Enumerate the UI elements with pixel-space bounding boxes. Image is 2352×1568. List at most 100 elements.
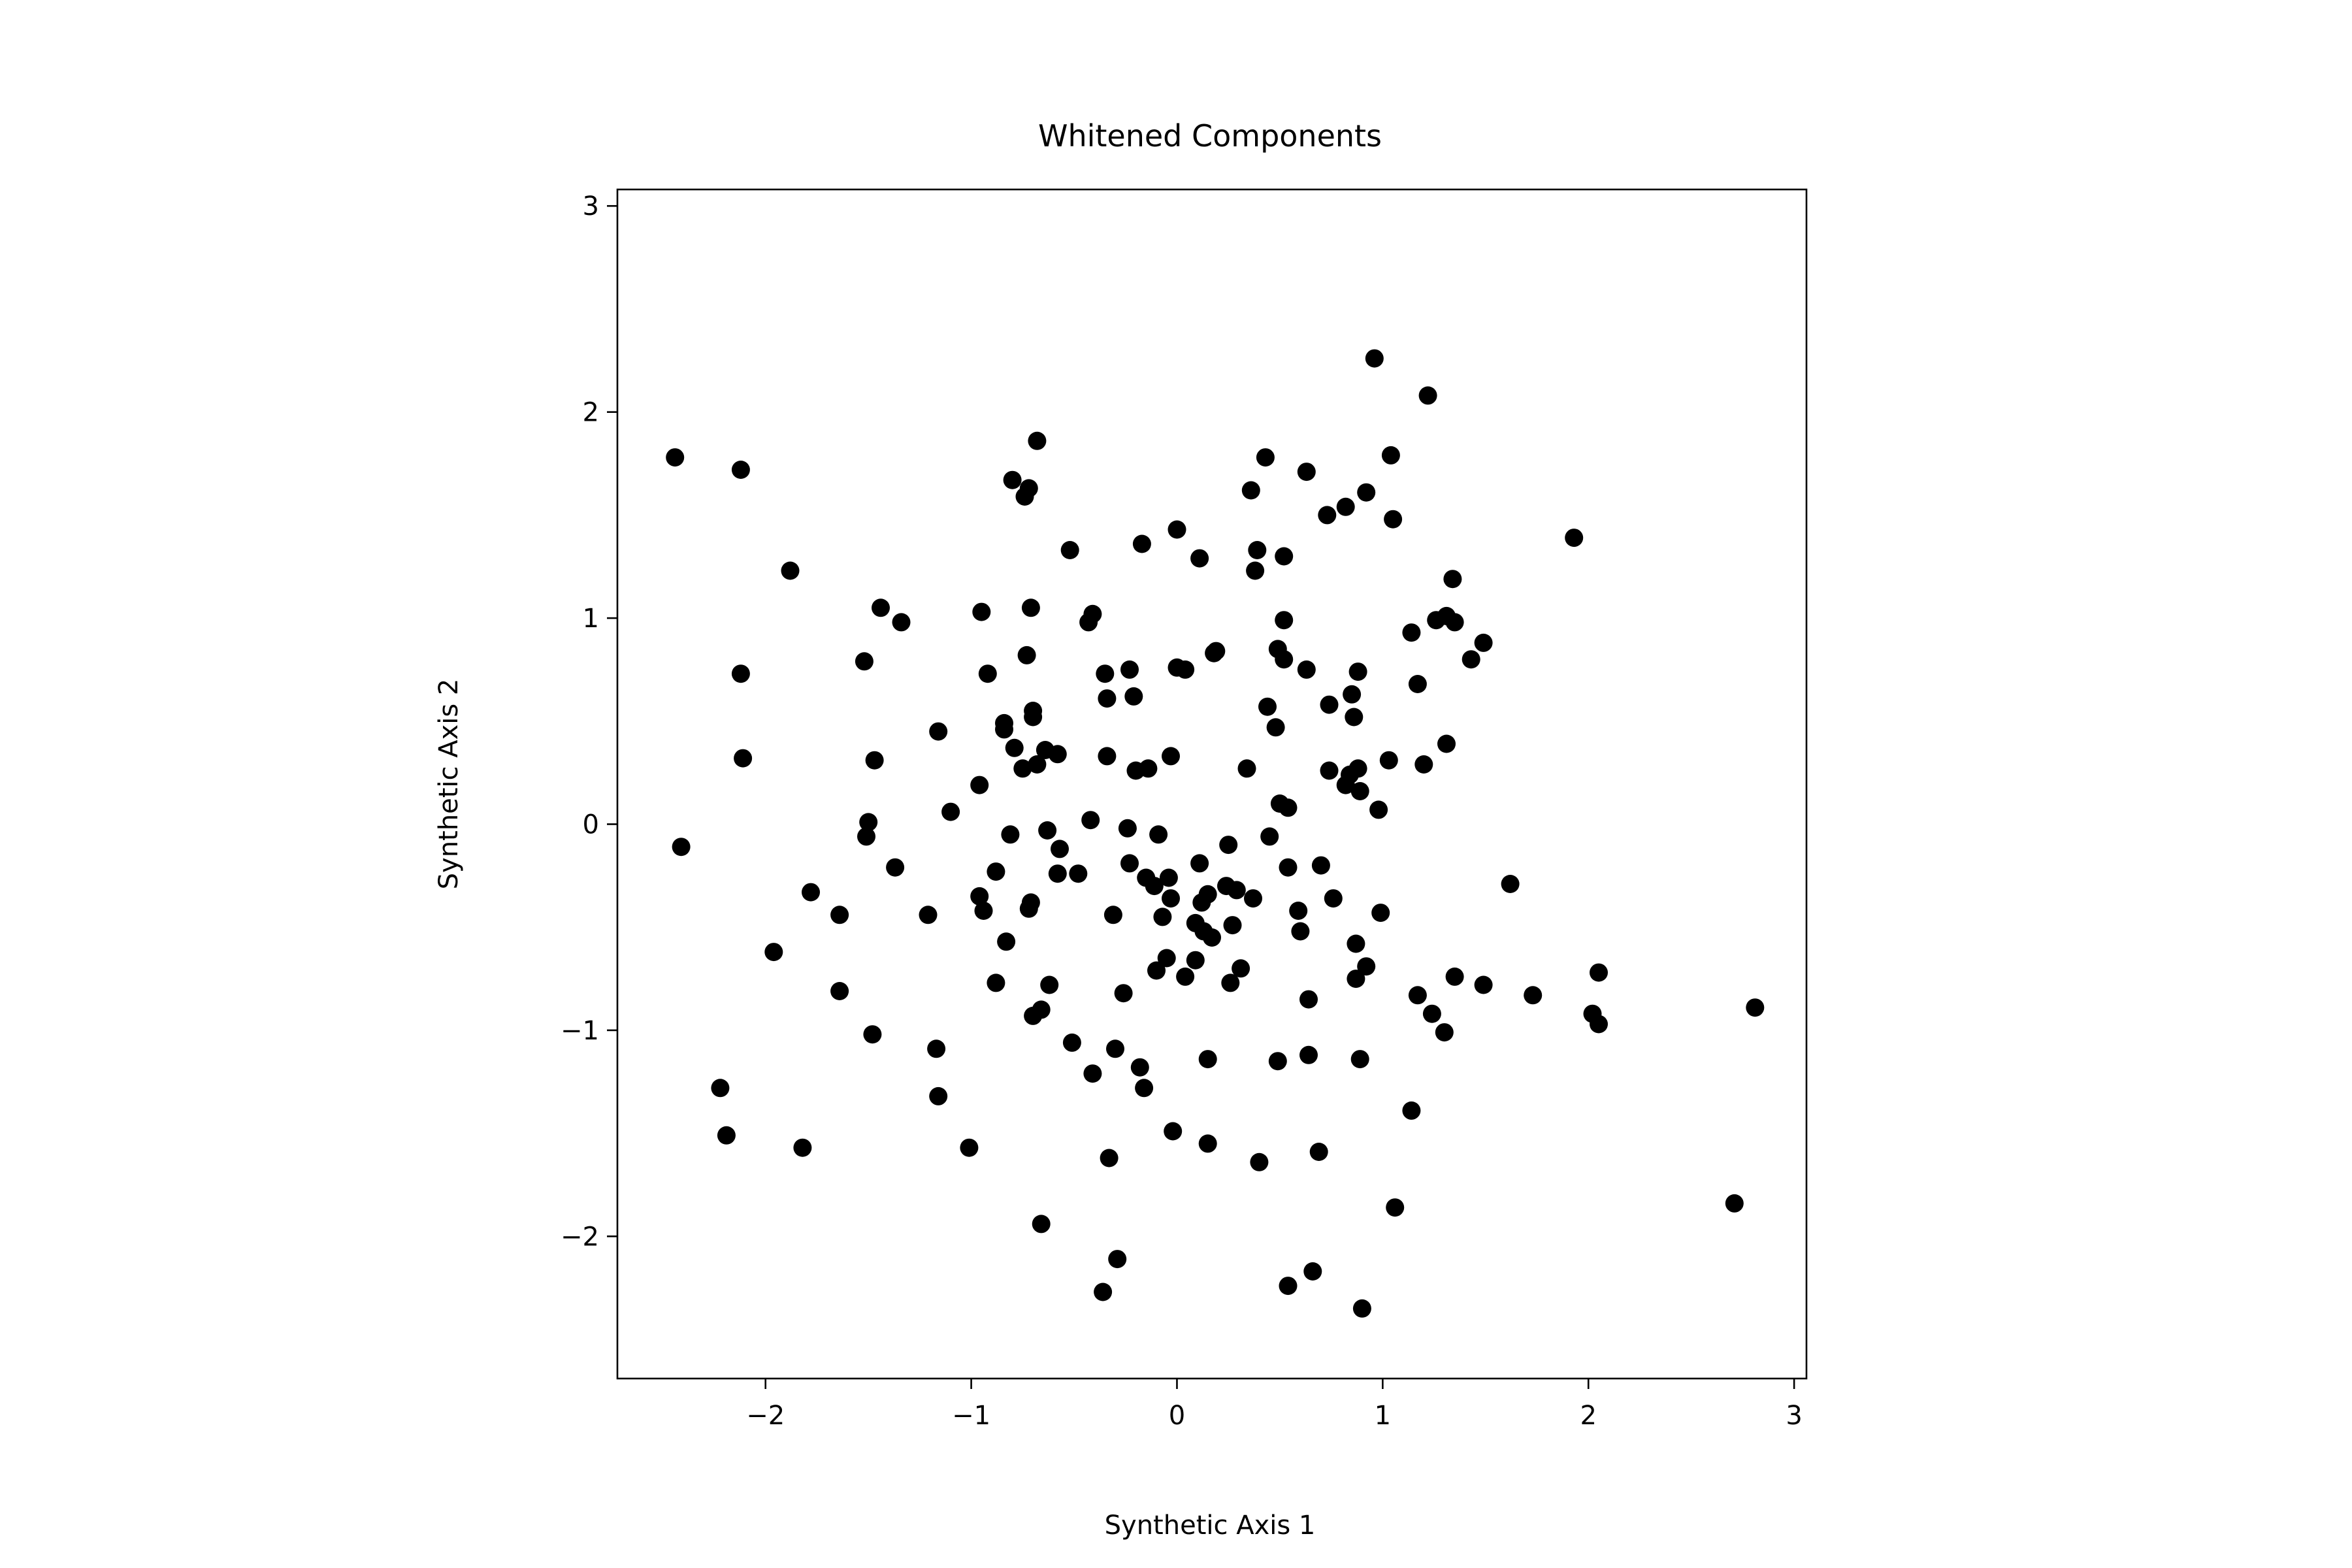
data-point	[830, 982, 849, 1000]
data-point	[1130, 1058, 1149, 1077]
x-tick-label: 0	[1169, 1401, 1185, 1431]
data-point	[1343, 685, 1362, 704]
data-point	[711, 1079, 730, 1098]
data-point	[1250, 1152, 1269, 1171]
data-point	[1260, 827, 1279, 846]
data-point	[1157, 949, 1176, 968]
data-point	[1402, 623, 1421, 642]
data-point	[1266, 718, 1285, 737]
data-point	[1435, 1023, 1454, 1042]
data-point	[1357, 483, 1376, 502]
data-point	[1474, 633, 1493, 652]
x-axis-ticks: −2 −1 0 1 2 3	[746, 1379, 1803, 1431]
data-point	[892, 613, 911, 632]
data-point	[1443, 570, 1462, 589]
data-point	[1060, 541, 1079, 559]
data-point	[1297, 660, 1316, 679]
data-point	[1021, 598, 1040, 617]
data-point	[1248, 541, 1267, 559]
data-point	[1275, 547, 1294, 566]
data-point	[830, 906, 849, 924]
data-point	[1565, 529, 1584, 547]
data-point	[1120, 854, 1139, 873]
data-point	[1032, 1000, 1051, 1019]
data-point	[1017, 645, 1036, 664]
y-axis-ticks: −2 −1 0 1 2 3	[561, 191, 617, 1252]
data-point	[1003, 470, 1022, 489]
data-point	[1083, 604, 1102, 623]
data-point	[1279, 858, 1298, 877]
data-point	[970, 887, 989, 906]
data-point	[1524, 986, 1543, 1005]
data-point	[1108, 1250, 1127, 1269]
data-point	[1246, 561, 1265, 580]
data-point	[1275, 611, 1294, 630]
data-point	[1176, 660, 1195, 679]
data-point	[1190, 549, 1209, 568]
data-point	[1418, 386, 1437, 405]
data-point	[1164, 1122, 1183, 1141]
data-point	[1381, 446, 1400, 465]
data-point	[1279, 1277, 1298, 1296]
data-point	[1159, 868, 1178, 887]
data-point	[1237, 759, 1256, 778]
data-point	[929, 1086, 948, 1105]
data-point	[1114, 984, 1133, 1003]
data-point	[1386, 1198, 1405, 1217]
data-point	[1083, 1064, 1102, 1083]
data-point	[1062, 1033, 1081, 1052]
data-point	[1299, 990, 1318, 1009]
data-point	[1462, 650, 1480, 669]
data-point	[1069, 864, 1088, 883]
data-point	[1081, 811, 1100, 830]
y-tick-label: −2	[561, 1222, 599, 1252]
data-point	[764, 943, 783, 962]
data-point	[1369, 800, 1388, 819]
data-point	[1203, 928, 1221, 947]
data-point	[1379, 751, 1398, 770]
data-point	[865, 751, 884, 770]
data-point	[1279, 798, 1298, 817]
data-point	[941, 802, 960, 821]
data-point	[793, 1138, 812, 1157]
data-point	[1120, 660, 1139, 679]
data-point	[1241, 481, 1260, 500]
data-point	[1268, 1052, 1287, 1071]
data-points	[666, 349, 1765, 1318]
data-point	[1350, 782, 1369, 800]
data-point	[987, 973, 1005, 992]
data-point	[731, 664, 750, 683]
data-point	[1324, 889, 1343, 908]
data-point	[1348, 759, 1367, 778]
data-point	[1124, 687, 1143, 706]
data-point	[1232, 959, 1250, 978]
data-point	[1297, 463, 1316, 482]
data-point	[857, 827, 875, 846]
data-point	[1309, 1143, 1328, 1161]
data-point	[1103, 906, 1122, 924]
y-axis-label: Synthetic Axis 2	[434, 679, 464, 890]
data-point	[1244, 889, 1262, 908]
data-point	[987, 862, 1005, 881]
data-point	[1100, 1149, 1119, 1168]
data-point	[1303, 1262, 1322, 1281]
data-point	[1147, 961, 1166, 980]
data-point	[1289, 902, 1308, 920]
data-point	[1501, 875, 1520, 893]
data-point	[1198, 885, 1217, 904]
data-point	[859, 813, 878, 832]
data-point	[1256, 448, 1275, 467]
x-tick-label: −2	[746, 1401, 785, 1431]
data-point	[1186, 951, 1205, 970]
data-point	[1437, 734, 1456, 753]
data-point	[1350, 1050, 1369, 1069]
data-point	[1223, 916, 1242, 935]
data-point	[1347, 970, 1365, 988]
data-point	[1320, 695, 1339, 714]
y-tick-label: −1	[561, 1016, 599, 1046]
data-point	[1001, 825, 1020, 844]
data-point	[1048, 745, 1067, 764]
x-tick-label: 1	[1375, 1401, 1391, 1431]
plot-area	[616, 188, 1808, 1380]
